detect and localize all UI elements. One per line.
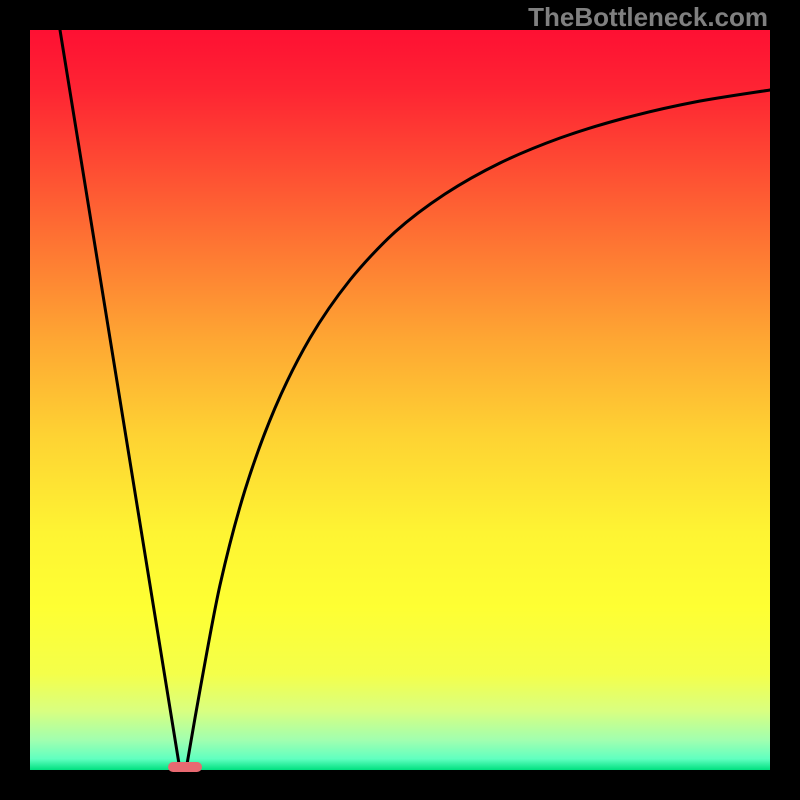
- bottleneck-chart: TheBottleneck.com: [0, 0, 800, 800]
- watermark-text: TheBottleneck.com: [528, 2, 768, 33]
- optimal-marker: [168, 762, 202, 772]
- plot-area: [30, 30, 770, 770]
